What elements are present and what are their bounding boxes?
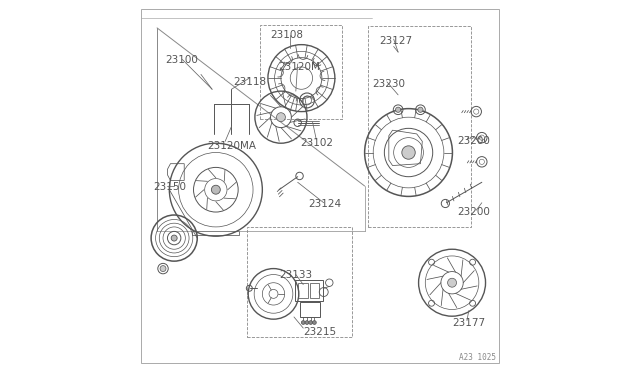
Text: 23200: 23200 [458, 207, 490, 217]
Text: 23200: 23200 [458, 137, 490, 146]
Bar [298, 283, 308, 298]
Circle shape [418, 107, 423, 112]
Text: 23215: 23215 [303, 327, 337, 337]
Circle shape [301, 321, 305, 324]
Text: 23230: 23230 [372, 79, 405, 89]
Text: 23120M: 23120M [278, 62, 320, 72]
Circle shape [160, 266, 166, 272]
Circle shape [447, 278, 456, 287]
Bar [369, 26, 470, 227]
Text: 23127: 23127 [380, 36, 413, 46]
Text: 23108: 23108 [271, 31, 303, 40]
Text: 23120MA: 23120MA [207, 141, 256, 151]
Bar [300, 302, 320, 317]
Circle shape [309, 321, 312, 324]
Bar [294, 280, 323, 301]
Text: A23 1025: A23 1025 [459, 353, 495, 362]
Circle shape [312, 321, 316, 324]
Circle shape [396, 107, 401, 112]
Text: 23177: 23177 [452, 318, 485, 328]
Bar [310, 283, 319, 298]
Bar [248, 227, 351, 337]
Text: 23100: 23100 [165, 55, 198, 64]
Text: 23133: 23133 [279, 270, 312, 279]
Circle shape [276, 113, 285, 122]
Circle shape [305, 321, 309, 324]
Bar [260, 25, 342, 119]
Text: 23150: 23150 [154, 182, 187, 192]
Circle shape [211, 185, 220, 194]
Text: 23124: 23124 [308, 199, 341, 209]
Text: 23102: 23102 [301, 138, 333, 148]
Circle shape [172, 235, 177, 241]
Text: 23118: 23118 [234, 77, 267, 87]
Circle shape [402, 146, 415, 159]
